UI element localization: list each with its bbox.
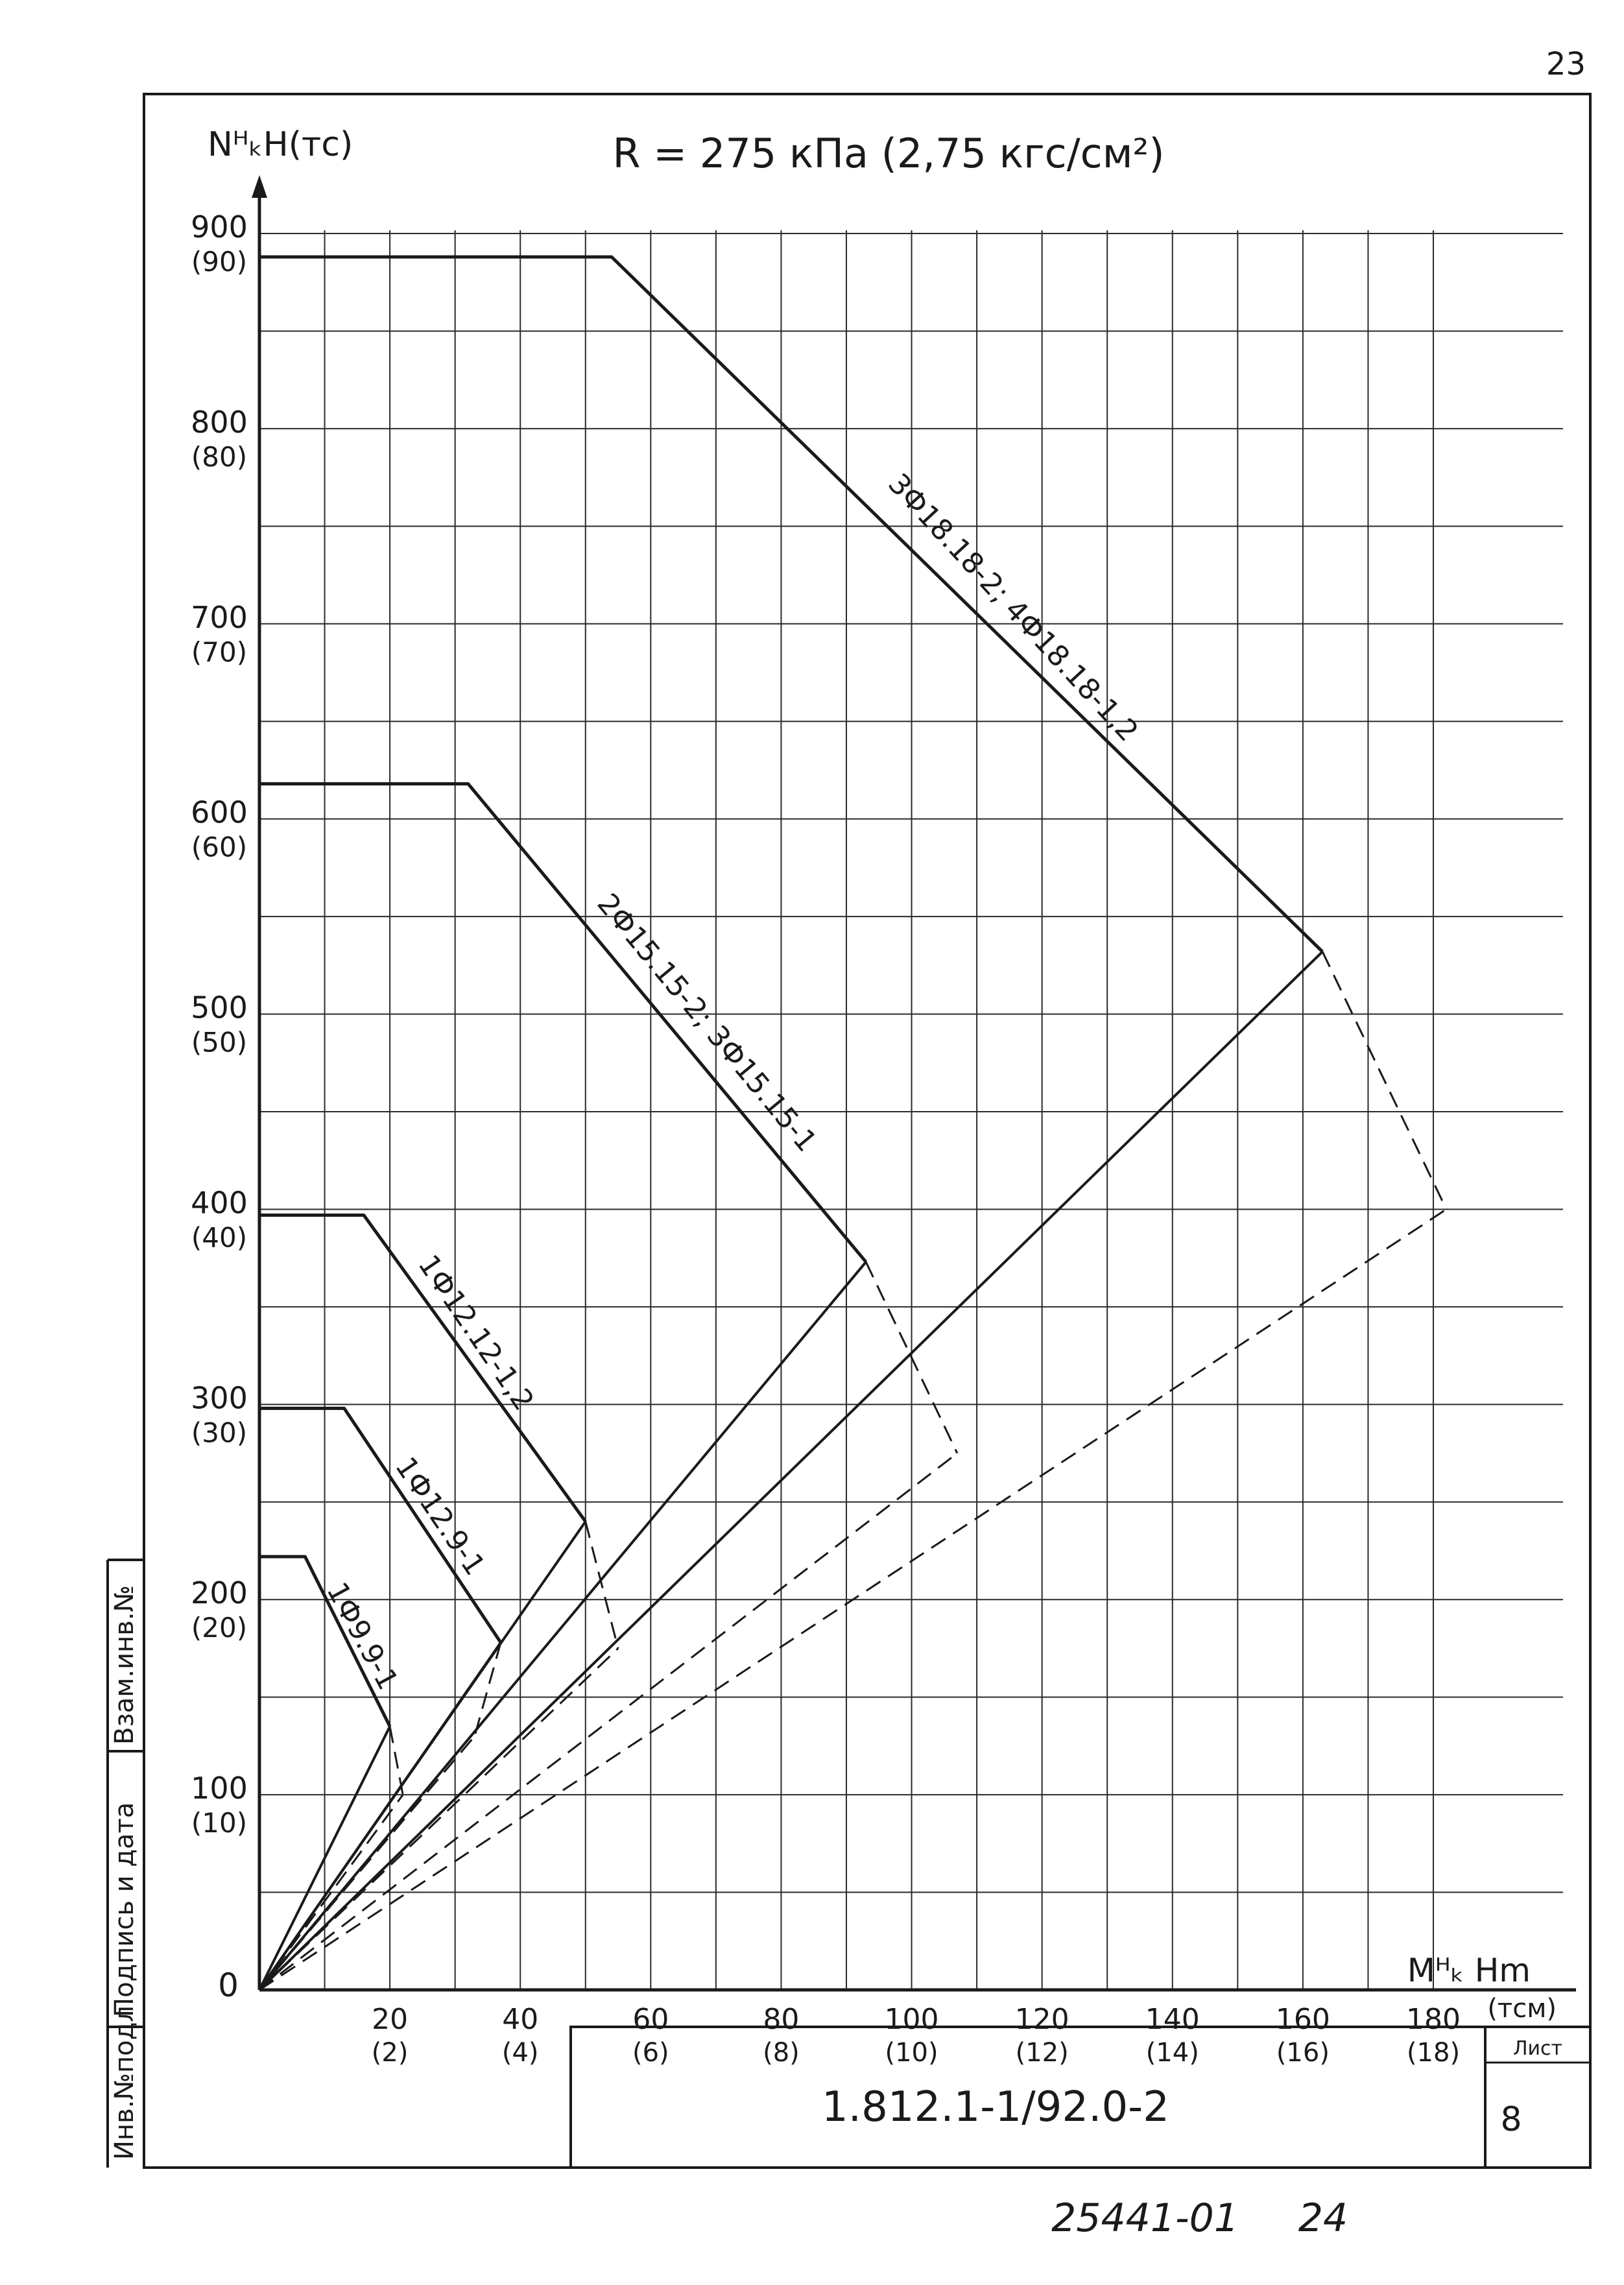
archive-page: 24 (1298, 2195, 1348, 2241)
y-tick-label: 300 (191, 1380, 248, 1415)
y-tick-label: 500 (191, 990, 248, 1025)
series-envelope-tail (584, 1521, 619, 1649)
series-envelope-line (259, 255, 1324, 953)
chart-grid (259, 230, 1563, 1990)
x-tick-label: 100 (885, 2003, 939, 2036)
y-tick-sublabel: (30) (191, 1417, 247, 1448)
page-number: 23 (1546, 46, 1586, 82)
series-label: 1Ф12.9-1 (388, 1451, 492, 1581)
x-tick-label: 40 (502, 2003, 538, 2036)
x-tick-label: 140 (1145, 2003, 1200, 2036)
x-axis-secondary-unit: (тсм) (1487, 1994, 1557, 2024)
y-tick-sublabel: (20) (191, 1612, 247, 1644)
series-label: 3Ф18.18-2; 4Ф18.18-1,2 (881, 467, 1144, 748)
x-tick-label: 80 (763, 2003, 799, 2036)
side-stamp-signature-label: Подпись и дата (110, 1802, 139, 2017)
y-tick-label: 200 (191, 1575, 248, 1610)
series-group: 1Ф12.9-1 (258, 1406, 503, 1991)
x-tick-sublabel: (8) (763, 2038, 800, 2068)
x-tick-label: 20 (372, 2003, 408, 2036)
chart-tick-labels: 20(2)40(4)60(6)80(8)100(10)120(12)140(14… (191, 209, 1461, 2068)
series-group: 3Ф18.18-2; 4Ф18.18-1,2 (258, 255, 1448, 1991)
x-tick-sublabel: (4) (502, 2038, 539, 2068)
x-tick-sublabel: (16) (1276, 2038, 1330, 2068)
series-envelope-line (259, 1406, 503, 1644)
series-group: 2Ф15.15-2; 3Ф15.15-1 (258, 782, 959, 1991)
y-tick-sublabel: (70) (191, 636, 247, 668)
sheet-label: Лист (1513, 2037, 1562, 2060)
y-tick-sublabel: (10) (191, 1807, 247, 1839)
series-envelope-line (259, 782, 868, 1263)
x-tick-sublabel: (2) (372, 2038, 409, 2068)
y-tick-label: 800 (191, 405, 248, 440)
y-tick-label: 400 (191, 1185, 248, 1220)
origin-label: 0 (218, 1967, 239, 2004)
series-label: 2Ф15.15-2; 3Ф15.15-1 (590, 887, 823, 1158)
y-tick-label: 100 (191, 1771, 248, 1806)
series-ray-dashed (259, 1208, 1447, 1991)
y-tick-sublabel: (90) (191, 246, 247, 278)
x-tick-label: 60 (632, 2003, 669, 2036)
series-envelope-tail (473, 1642, 502, 1737)
archive-number: 25441-01 (1051, 2195, 1239, 2241)
y-tick-label: 900 (191, 209, 248, 245)
x-axis-label: Mᴴₖ Нm (1407, 1952, 1531, 1989)
series-ray-solid (258, 1725, 391, 1991)
side-stamp-replacement-label: Взам.инв.№ (110, 1585, 139, 1745)
y-tick-sublabel: (80) (191, 441, 247, 473)
x-tick-sublabel: (12) (1016, 2038, 1069, 2068)
x-tick-sublabel: (14) (1146, 2038, 1199, 2068)
x-tick-sublabel: (6) (632, 2038, 669, 2068)
series-envelope-tail (1321, 951, 1448, 1210)
series-group: 1Ф9.9-1 (258, 1555, 405, 1991)
series-envelope-tail (388, 1726, 404, 1795)
x-tick-label: 180 (1406, 2003, 1461, 2036)
document-code: 1.812.1-1/92.0-2 (822, 2083, 1169, 2131)
series-ray-solid (258, 950, 1324, 1991)
x-tick-label: 120 (1015, 2003, 1069, 2036)
x-tick-label: 160 (1276, 2003, 1330, 2036)
side-stamp-inventory-label: Инв.№подл. (110, 1997, 139, 2160)
series-envelope-line (259, 1555, 392, 1727)
series-label: 1Ф9.9-1 (320, 1577, 404, 1695)
series-envelope-line (259, 1213, 587, 1523)
y-tick-sublabel: (40) (191, 1221, 247, 1253)
sheet-number: 8 (1500, 2100, 1522, 2139)
title-block: 1.812.1-1/92.0-2 Лист 8 (569, 2026, 1592, 2169)
side-stamp: Инв.№подл. Подпись и дата Взам.инв.№ (106, 1559, 144, 2168)
chart-axes (252, 175, 1576, 1992)
y-axis-arrow (252, 175, 267, 198)
series-envelope-tail (865, 1262, 959, 1454)
y-tick-sublabel: (50) (191, 1027, 247, 1059)
sheet-frame (143, 93, 1592, 2169)
series-ray-solid (258, 1261, 867, 1991)
series-group: 1Ф12.12-1,2 (258, 1213, 619, 1991)
title-block-frame (569, 2026, 1592, 2169)
y-tick-label: 600 (191, 795, 248, 830)
y-tick-sublabel: (60) (191, 831, 247, 863)
y-tick-label: 700 (191, 600, 248, 635)
series-label: 1Ф12.12-1,2 (411, 1249, 540, 1417)
y-axis-label: NᴴₖН(тс) (208, 125, 353, 164)
series-ray-dashed (259, 1452, 958, 1991)
series-ray-solid (258, 1520, 587, 1991)
chart-title: R = 275 кПа (2,75 кгс/см²) (612, 130, 1164, 177)
x-tick-sublabel: (18) (1407, 2038, 1460, 2068)
x-tick-sublabel: (10) (885, 2038, 938, 2068)
